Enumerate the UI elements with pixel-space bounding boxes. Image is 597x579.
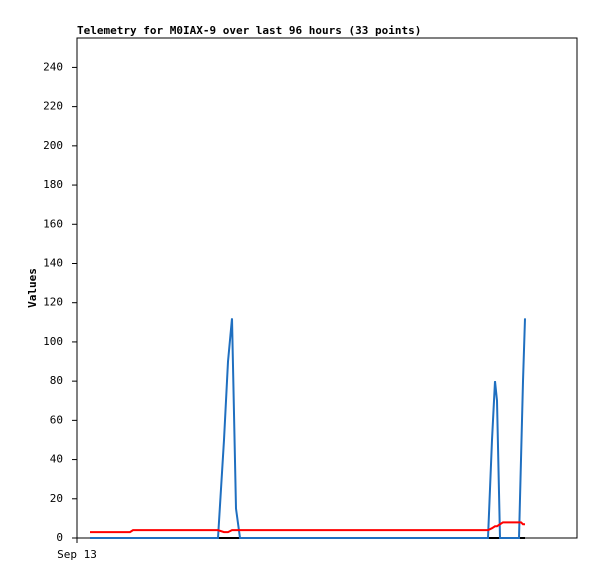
y-tick-label: 100: [43, 335, 63, 348]
y-tick-label: 120: [43, 296, 63, 309]
y-tick-label: 200: [43, 139, 63, 152]
y-tick-label: 20: [50, 492, 63, 505]
y-tick-label: 220: [43, 100, 63, 113]
series-line: [90, 521, 525, 534]
y-tick-label: 0: [56, 531, 63, 544]
y-tick-label: 240: [43, 60, 63, 73]
y-tick-label: 160: [43, 217, 63, 230]
y-tick-label: 60: [50, 413, 63, 426]
y-axis-label: Values: [26, 268, 39, 308]
chart-title: Telemetry for M0IAX-9 over last 96 hours…: [77, 24, 421, 37]
x-tick-label: Sep 13: [57, 548, 97, 561]
y-tick-label: 80: [50, 374, 63, 387]
series-line: [90, 318, 526, 539]
y-tick-label: 140: [43, 256, 63, 269]
y-tick-label: 180: [43, 178, 63, 191]
y-tick-label: 40: [50, 453, 63, 466]
